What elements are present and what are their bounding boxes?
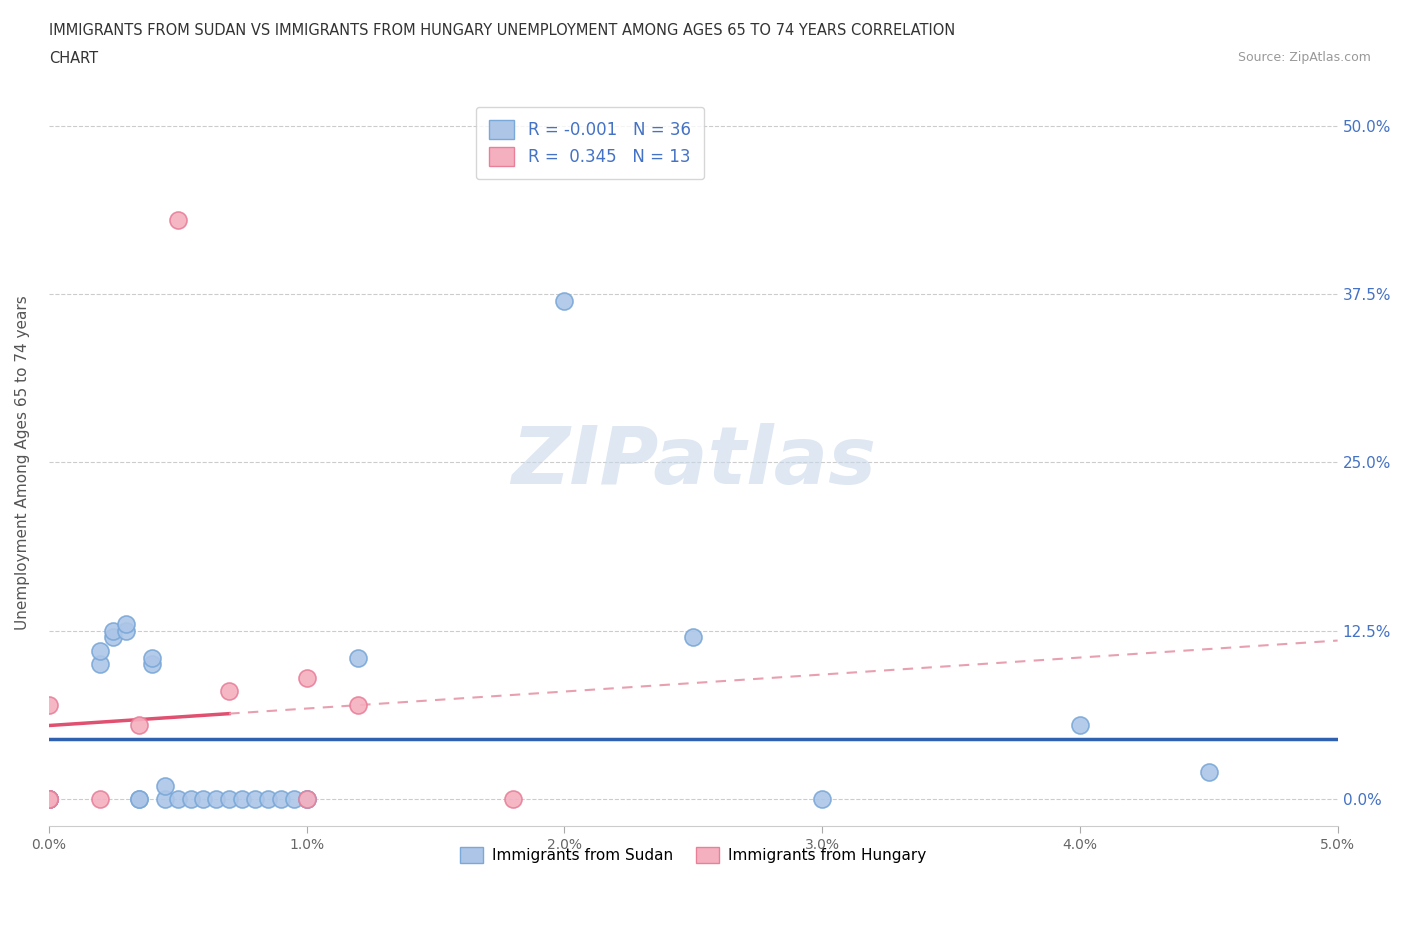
Point <box>811 791 834 806</box>
Point <box>38 791 60 806</box>
Point <box>38 791 60 806</box>
Point <box>128 718 150 733</box>
Y-axis label: Unemployment Among Ages 65 to 74 years: Unemployment Among Ages 65 to 74 years <box>15 295 30 630</box>
Point <box>115 623 138 638</box>
Point <box>682 630 704 644</box>
Point <box>193 791 215 806</box>
Point <box>115 617 138 631</box>
Point <box>89 657 111 671</box>
Point <box>1198 764 1220 779</box>
Point <box>38 791 60 806</box>
Text: ZIPatlas: ZIPatlas <box>510 423 876 501</box>
Point <box>128 791 150 806</box>
Point <box>180 791 202 806</box>
Point <box>38 698 60 712</box>
Point <box>38 791 60 806</box>
Point <box>347 650 370 665</box>
Point <box>153 778 176 793</box>
Point <box>128 791 150 806</box>
Point <box>153 791 176 806</box>
Point <box>270 791 292 806</box>
Point <box>553 293 575 308</box>
Point <box>89 644 111 658</box>
Point <box>295 791 318 806</box>
Point <box>141 657 163 671</box>
Point <box>1069 718 1091 733</box>
Point <box>257 791 280 806</box>
Point <box>347 698 370 712</box>
Point <box>218 791 240 806</box>
Point <box>38 791 60 806</box>
Point <box>283 791 305 806</box>
Point <box>218 684 240 698</box>
Point <box>38 791 60 806</box>
Point <box>141 650 163 665</box>
Point <box>243 791 266 806</box>
Point <box>103 630 125 644</box>
Point <box>295 791 318 806</box>
Point <box>38 791 60 806</box>
Point <box>38 791 60 806</box>
Point <box>231 791 253 806</box>
Legend: Immigrants from Sudan, Immigrants from Hungary: Immigrants from Sudan, Immigrants from H… <box>454 841 932 870</box>
Point <box>166 212 188 227</box>
Point <box>205 791 228 806</box>
Text: Source: ZipAtlas.com: Source: ZipAtlas.com <box>1237 51 1371 64</box>
Text: CHART: CHART <box>49 51 98 66</box>
Point <box>502 791 524 806</box>
Point <box>166 791 188 806</box>
Point <box>295 791 318 806</box>
Point <box>103 623 125 638</box>
Point <box>38 791 60 806</box>
Point <box>38 791 60 806</box>
Point <box>295 671 318 685</box>
Point <box>89 791 111 806</box>
Text: IMMIGRANTS FROM SUDAN VS IMMIGRANTS FROM HUNGARY UNEMPLOYMENT AMONG AGES 65 TO 7: IMMIGRANTS FROM SUDAN VS IMMIGRANTS FROM… <box>49 23 956 38</box>
